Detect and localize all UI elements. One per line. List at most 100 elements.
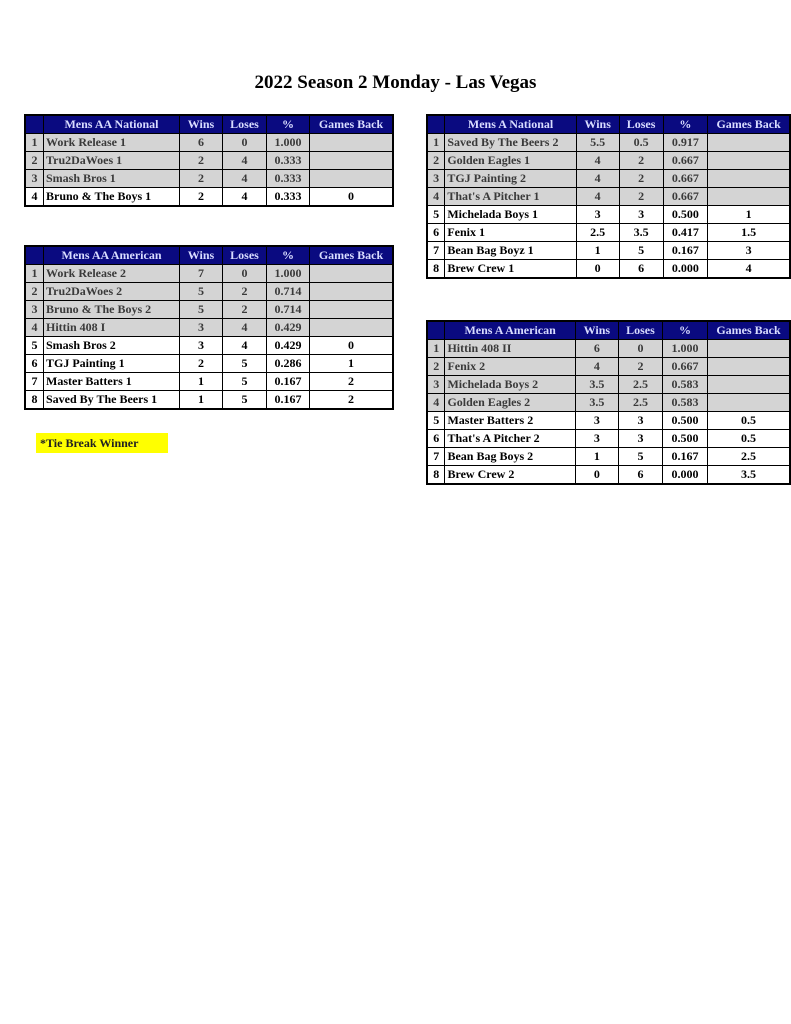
rank: 6 [426,429,446,448]
rank: 5 [426,205,446,224]
win-pct: 0.583 [662,393,708,412]
rank: 1 [426,133,446,152]
loses: 3 [617,429,664,448]
team-name: Hittin 408 II [444,339,576,358]
games-back [706,393,791,412]
win-pct: 0.167 [266,372,310,391]
win-pct: 0.714 [266,282,310,301]
team-name: Golden Eagles 2 [444,393,576,412]
wins: 0 [575,259,620,279]
standings-table-mens-aa-national: Mens AA National Wins Loses% Games Back 1 Wor… [24,114,394,207]
team-row: 3 Smash Bros 1 2 4 0.333 [24,169,394,188]
win-pct: 0.167 [662,241,709,260]
loses: 4 [222,151,267,170]
team-name: Tru2DaWoes 1 [43,151,180,170]
team-row: 1 Work Release 1 6 0 1.000 [24,133,394,152]
team-name: TGJ Painting 2 [444,169,577,188]
wins: 3 [574,411,619,430]
team-row: 4 Golden Eagles 2 3.5 2.5 0.583 [426,393,791,412]
column-header: Loses [618,114,664,134]
win-pct: 0.333 [266,187,310,207]
wins: 4 [575,169,620,188]
rank: 4 [24,187,44,207]
team-row: 3 Bruno & The Boys 2 5 2 0.714 [24,300,394,319]
team-name: Michelada Boys 2 [444,375,576,394]
win-pct: 1.000 [266,264,310,283]
wins: 5 [179,300,223,319]
games-back: 0.5 [706,411,791,430]
team-row: 4 Bruno & The Boys 1 2 4 0.333 0 [24,187,394,207]
win-pct: 0.000 [662,259,709,279]
wins: 4 [575,151,620,170]
games-back [707,133,791,152]
wins: 5 [179,282,223,301]
team-row: 3 Michelada Boys 2 3.5 2.5 0.583 [426,375,791,394]
rank: 3 [24,300,44,319]
team-name: Tru2DaWoes 2 [43,282,180,301]
wins: 6 [179,133,223,152]
division-name: Mens A National [444,114,577,134]
loses: 2 [222,300,267,319]
column-header: Wins [179,245,223,265]
wins: 2 [179,354,223,373]
column-header: % [662,114,709,134]
loses: 2 [618,187,664,206]
rank: 7 [426,447,446,466]
loses: 6 [617,465,664,485]
win-pct: 0.333 [266,169,310,188]
team-row: 7 Master Batters 1 1 5 0.167 2 [24,372,394,391]
games-back [309,151,394,170]
games-back [309,264,394,283]
loses: 5 [222,354,267,373]
wins: 3.5 [574,393,619,412]
header-row: Mens A National Wins Loses% Games Back [426,114,791,134]
rank: 8 [426,465,446,485]
team-name: Fenix 1 [444,223,577,242]
team-row: 6 That's A Pitcher 2 3 3 0.500 0.5 [426,429,791,448]
rank: 4 [24,318,44,337]
team-row: 1 Saved By The Beers 2 5.5 0.5 0.917 [426,133,791,152]
column-header: Wins [575,114,620,134]
wins: 3.5 [574,375,619,394]
rank: 4 [426,187,446,206]
wins: 5.5 [575,133,620,152]
win-pct: 0.167 [266,390,310,410]
win-pct: 0.429 [266,318,310,337]
header-blank [24,114,44,134]
rank: 1 [426,339,446,358]
header-blank [426,114,446,134]
team-row: 8 Brew Crew 1 0 6 0.000 4 [426,259,791,279]
wins: 2.5 [575,223,620,242]
games-back [706,357,791,376]
loses: 2 [618,151,664,170]
loses: 6 [618,259,664,279]
loses: 4 [222,169,267,188]
team-name: That's A Pitcher 2 [444,429,576,448]
team-row: 8 Brew Crew 2 0 6 0.000 3.5 [426,465,791,485]
team-row: 8 Saved By The Beers 1 1 5 0.167 2 [24,390,394,410]
rank: 7 [24,372,44,391]
team-row: 1 Work Release 2 7 0 1.000 [24,264,394,283]
team-name: TGJ Painting 1 [43,354,180,373]
team-row: 5 Smash Bros 2 3 4 0.429 0 [24,336,394,355]
rank: 2 [426,151,446,170]
games-back: 2 [309,372,394,391]
wins: 7 [179,264,223,283]
loses: 3.5 [618,223,664,242]
rank: 3 [24,169,44,188]
team-row: 2 Golden Eagles 1 4 2 0.667 [426,151,791,170]
team-name: Bruno & The Boys 1 [43,187,180,207]
win-pct: 1.000 [662,339,708,358]
games-back: 0 [309,336,394,355]
games-back [706,339,791,358]
rank: 3 [426,375,446,394]
team-row: 7 Bean Bag Boys 2 1 5 0.167 2.5 [426,447,791,466]
loses: 0.5 [618,133,664,152]
team-name: Brew Crew 2 [444,465,576,485]
loses: 2 [617,357,664,376]
rank: 5 [24,336,44,355]
column-header: Wins [179,114,223,134]
games-back [706,375,791,394]
standings-table-mens-a-american: Mens A American Wins Loses% Games Back 1 Hitt… [426,320,791,485]
header-blank [24,245,44,265]
